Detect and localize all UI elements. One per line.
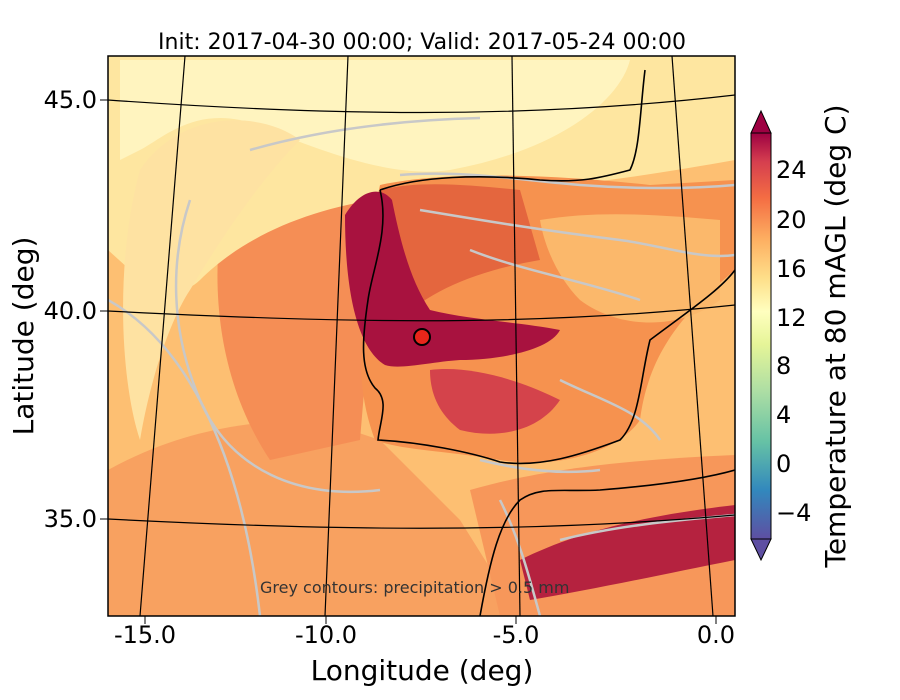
y-tick-label: 35.0 xyxy=(44,505,97,533)
x-tick-label: -5.0 xyxy=(493,621,540,649)
graticule xyxy=(108,56,735,616)
map-frame xyxy=(107,55,736,617)
colorbar-extend-min xyxy=(750,538,772,562)
precip-note: Grey contours: precipitation > 0.5 mm xyxy=(260,578,569,597)
x-tick-label: -10.0 xyxy=(295,621,357,649)
colorbar-tick: 4 xyxy=(776,401,791,429)
colorbar-extend-max xyxy=(750,109,772,134)
temperature-map: Grey contours: precipitation > 0.5 mm xyxy=(108,56,735,616)
y-axis-label: Latitude (deg) xyxy=(7,237,40,436)
parallel-45 xyxy=(108,94,735,114)
colorbar-tick: −4 xyxy=(776,499,811,527)
colorbar-tick: 24 xyxy=(776,156,807,184)
y-axis: 45.0 40.0 35.0 xyxy=(44,86,108,533)
colorbar-label: Temperature at 80 mAGL (deg C) xyxy=(819,104,852,568)
precip-contours xyxy=(108,116,735,616)
west-iberia-warm-band xyxy=(217,180,380,460)
meridian-0 xyxy=(671,56,714,616)
meridian-minus-10 xyxy=(324,56,349,616)
x-tick-label: -15.0 xyxy=(114,621,176,649)
coolest-northern-region xyxy=(120,60,630,172)
colorbar-tick: 0 xyxy=(776,450,791,478)
hottest-core-region xyxy=(345,191,560,367)
coastline xyxy=(362,69,735,616)
figure-title: Init: 2017-04-30 00:00; Valid: 2017-05-2… xyxy=(158,30,686,55)
x-tick-label: 0.0 xyxy=(697,621,735,649)
y-tick-label: 45.0 xyxy=(44,86,97,114)
parallel-35 xyxy=(108,514,735,529)
colorbar-tick: 12 xyxy=(776,304,807,332)
east-iberia-mild-region xyxy=(540,214,720,323)
colorbar-tick: 8 xyxy=(776,352,791,380)
colorbar-bar xyxy=(750,132,772,540)
colorbar: 24 20 16 12 8 4 0 −4 xyxy=(750,109,811,562)
warm-atlantic-region xyxy=(108,420,520,616)
y-tick-label: 40.0 xyxy=(44,297,97,325)
x-axis: -15.0 -10.0 -5.0 0.0 xyxy=(114,616,735,649)
cool-west-atlantic xyxy=(123,120,300,440)
south-iberia-hot-region xyxy=(430,369,560,434)
x-axis-label: Longitude (deg) xyxy=(311,654,534,687)
colorbar-tick: 20 xyxy=(776,206,807,234)
parallel-40 xyxy=(108,304,735,322)
meridian-minus-5 xyxy=(511,56,521,616)
north-africa-hot-band xyxy=(520,505,735,600)
colorbar-tick: 16 xyxy=(776,255,807,283)
site-marker xyxy=(413,328,431,346)
meridian-minus-15 xyxy=(139,56,186,616)
